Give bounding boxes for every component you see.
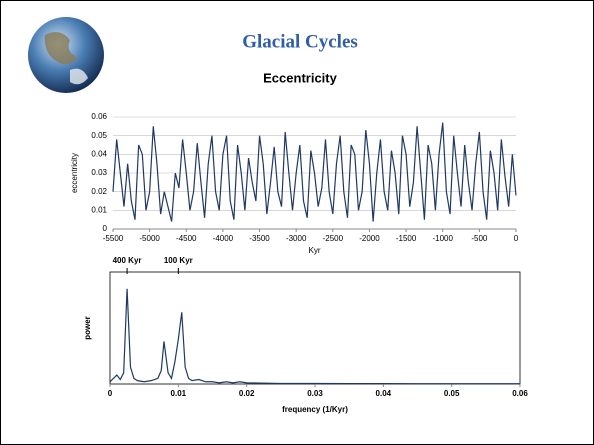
- y-tick-label: 0.04: [91, 149, 107, 158]
- slide-subtitle: Eccentricity: [263, 70, 337, 85]
- y-tick-label: 0: [103, 224, 108, 233]
- x-tick-label: -1500: [396, 234, 417, 243]
- x-tick-label: 0: [108, 389, 113, 398]
- x-tick-label: 0.04: [376, 389, 392, 398]
- x-tick-label: -5000: [139, 234, 160, 243]
- data-line: [109, 288, 520, 385]
- x-tick-label: -5500: [103, 234, 124, 243]
- data-line: [112, 122, 517, 222]
- x-tick-label: 0.06: [512, 389, 528, 398]
- x-tick-label: -1000: [432, 234, 453, 243]
- annotation: 400 Kyr: [113, 256, 142, 265]
- x-axis-label: Kyr: [309, 246, 321, 255]
- y-tick-label: 0.03: [91, 168, 107, 177]
- y-tick-label: 0.02: [91, 187, 107, 196]
- annotation: 100 Kyr: [164, 256, 193, 265]
- slide-title: Glacial Cycles: [242, 31, 358, 52]
- x-tick-label: -2000: [359, 234, 380, 243]
- x-tick-label: 0.05: [444, 389, 460, 398]
- x-tick-label: -4000: [213, 234, 234, 243]
- x-tick-label: -3000: [286, 234, 307, 243]
- y-axis-label: eccentricity: [70, 153, 79, 193]
- y-tick-label: 0.06: [91, 112, 107, 121]
- y-axis-label: power: [83, 316, 92, 340]
- y-tick-label: 0.01: [91, 205, 107, 214]
- x-tick-label: 0.02: [239, 389, 255, 398]
- x-tick-label: -2500: [323, 234, 344, 243]
- x-tick-label: 0: [514, 234, 519, 243]
- x-tick-label: -500: [471, 234, 488, 243]
- x-axis-label: frequency (1/Kyr): [282, 405, 348, 414]
- x-tick-label: -3500: [249, 234, 270, 243]
- earth-icon: [28, 17, 104, 93]
- y-tick-label: 0.05: [91, 131, 107, 140]
- x-tick-label: 0.01: [171, 389, 187, 398]
- x-tick-label: -4500: [176, 234, 197, 243]
- x-tick-label: 0.03: [307, 389, 323, 398]
